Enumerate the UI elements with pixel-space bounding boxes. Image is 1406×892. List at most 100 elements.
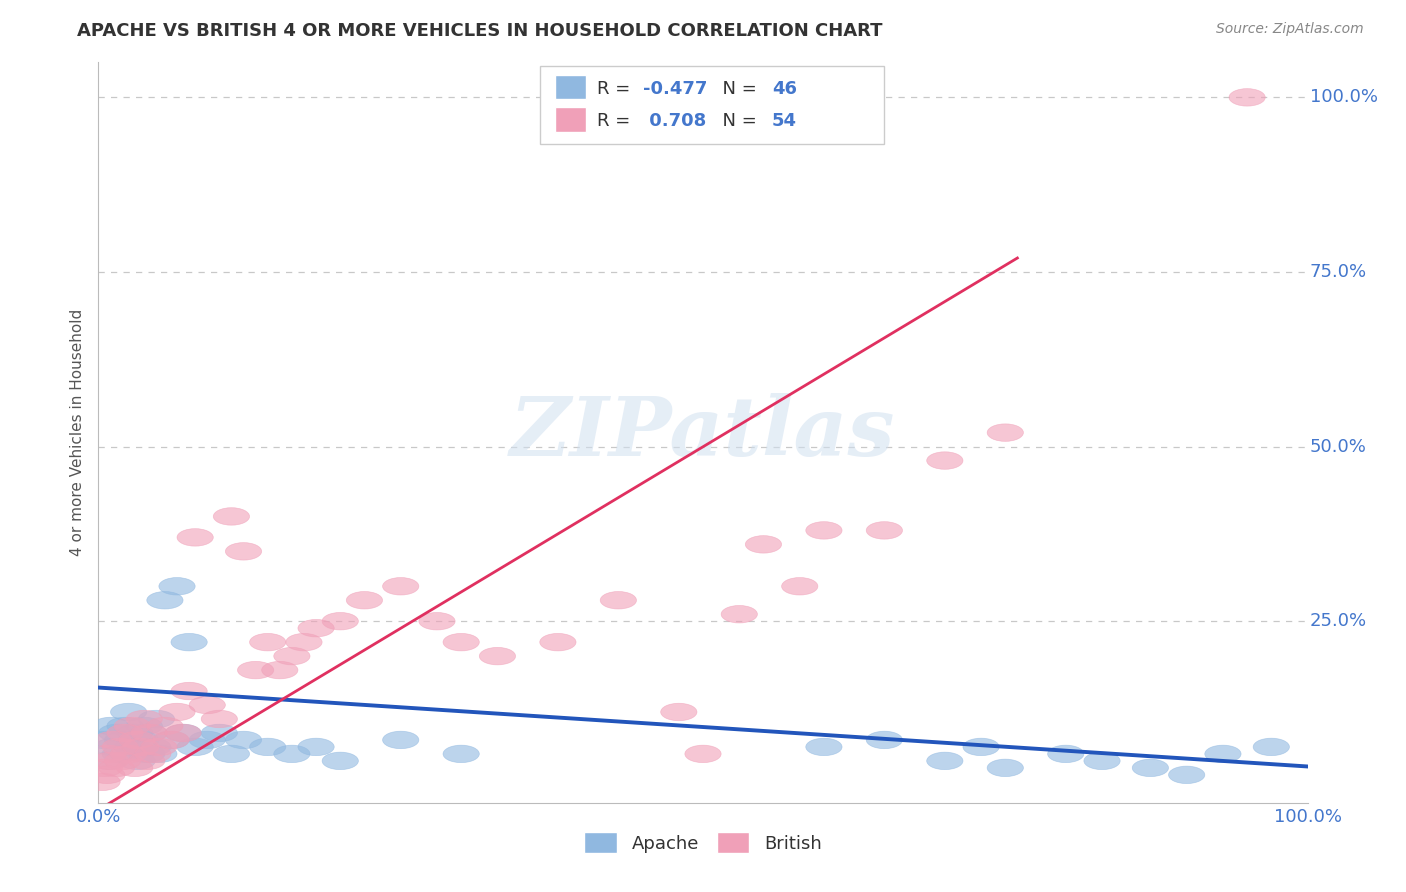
Ellipse shape: [159, 703, 195, 721]
Ellipse shape: [141, 745, 177, 763]
Ellipse shape: [1253, 739, 1289, 756]
Ellipse shape: [104, 731, 141, 748]
Ellipse shape: [298, 619, 335, 637]
Ellipse shape: [806, 522, 842, 539]
Ellipse shape: [927, 752, 963, 770]
Ellipse shape: [138, 710, 174, 728]
Ellipse shape: [159, 577, 195, 595]
Ellipse shape: [298, 739, 335, 756]
Ellipse shape: [188, 697, 225, 714]
Ellipse shape: [987, 759, 1024, 777]
Ellipse shape: [127, 710, 163, 728]
Ellipse shape: [382, 577, 419, 595]
Ellipse shape: [177, 529, 214, 546]
Ellipse shape: [107, 724, 143, 741]
Ellipse shape: [93, 752, 129, 770]
Ellipse shape: [987, 424, 1024, 442]
Bar: [555, 107, 586, 132]
Ellipse shape: [94, 739, 131, 756]
Ellipse shape: [90, 752, 127, 770]
Ellipse shape: [745, 535, 782, 553]
Ellipse shape: [419, 613, 456, 630]
Ellipse shape: [93, 717, 129, 735]
Ellipse shape: [600, 591, 637, 609]
Ellipse shape: [98, 724, 135, 741]
Text: -0.477: -0.477: [643, 79, 707, 98]
Ellipse shape: [153, 731, 190, 748]
Text: R =: R =: [596, 79, 636, 98]
Ellipse shape: [1229, 88, 1265, 106]
Ellipse shape: [146, 591, 183, 609]
Ellipse shape: [443, 745, 479, 763]
Text: ZIPatlas: ZIPatlas: [510, 392, 896, 473]
Ellipse shape: [135, 739, 172, 756]
Ellipse shape: [120, 731, 155, 748]
Text: 46: 46: [772, 79, 797, 98]
Ellipse shape: [782, 577, 818, 595]
Ellipse shape: [188, 731, 225, 748]
Ellipse shape: [1047, 745, 1084, 763]
Ellipse shape: [214, 745, 250, 763]
Ellipse shape: [107, 717, 143, 735]
Ellipse shape: [322, 613, 359, 630]
Ellipse shape: [172, 682, 207, 700]
Text: N =: N =: [711, 112, 763, 130]
Ellipse shape: [540, 633, 576, 651]
Ellipse shape: [120, 752, 155, 770]
Text: 54: 54: [772, 112, 797, 130]
Ellipse shape: [111, 703, 146, 721]
Ellipse shape: [103, 739, 138, 756]
Ellipse shape: [131, 724, 167, 741]
Ellipse shape: [90, 745, 127, 763]
Ellipse shape: [479, 648, 516, 665]
Text: 100.0%: 100.0%: [1310, 88, 1378, 106]
Bar: [555, 75, 586, 99]
Ellipse shape: [685, 745, 721, 763]
Ellipse shape: [346, 591, 382, 609]
FancyBboxPatch shape: [540, 66, 884, 144]
Ellipse shape: [322, 752, 359, 770]
Ellipse shape: [806, 739, 842, 756]
Ellipse shape: [129, 745, 165, 763]
Ellipse shape: [238, 661, 274, 679]
Legend: Apache, British: Apache, British: [578, 825, 828, 861]
Ellipse shape: [274, 745, 311, 763]
Ellipse shape: [201, 710, 238, 728]
Ellipse shape: [165, 724, 201, 741]
Ellipse shape: [141, 739, 177, 756]
Ellipse shape: [114, 739, 150, 756]
Ellipse shape: [165, 724, 201, 741]
Ellipse shape: [84, 773, 120, 790]
Ellipse shape: [661, 703, 697, 721]
Text: 75.0%: 75.0%: [1310, 263, 1367, 281]
Ellipse shape: [89, 766, 125, 783]
Ellipse shape: [201, 724, 238, 741]
Ellipse shape: [250, 739, 285, 756]
Ellipse shape: [117, 759, 153, 777]
Ellipse shape: [86, 731, 122, 748]
Ellipse shape: [721, 606, 758, 623]
Ellipse shape: [153, 731, 190, 748]
Ellipse shape: [127, 717, 163, 735]
Text: APACHE VS BRITISH 4 OR MORE VEHICLES IN HOUSEHOLD CORRELATION CHART: APACHE VS BRITISH 4 OR MORE VEHICLES IN …: [77, 22, 883, 40]
Ellipse shape: [225, 731, 262, 748]
Ellipse shape: [114, 717, 150, 735]
Text: R =: R =: [596, 112, 636, 130]
Ellipse shape: [111, 745, 146, 763]
Ellipse shape: [250, 633, 285, 651]
Ellipse shape: [1168, 766, 1205, 783]
Ellipse shape: [122, 731, 159, 748]
Ellipse shape: [98, 759, 135, 777]
Ellipse shape: [1205, 745, 1241, 763]
Text: Source: ZipAtlas.com: Source: ZipAtlas.com: [1216, 22, 1364, 37]
Ellipse shape: [274, 648, 311, 665]
Ellipse shape: [963, 739, 1000, 756]
Ellipse shape: [103, 745, 138, 763]
Ellipse shape: [117, 724, 153, 741]
Ellipse shape: [866, 522, 903, 539]
Ellipse shape: [86, 759, 122, 777]
Ellipse shape: [129, 752, 165, 770]
Ellipse shape: [1084, 752, 1121, 770]
Text: 25.0%: 25.0%: [1310, 612, 1367, 631]
Ellipse shape: [104, 752, 141, 770]
